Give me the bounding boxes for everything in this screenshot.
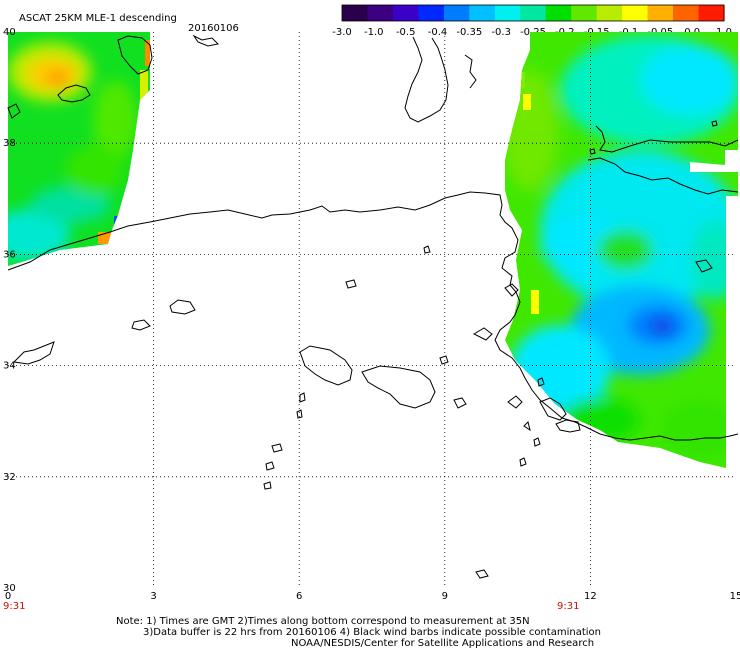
time-label-left: 9:31 xyxy=(3,601,25,612)
lat-lon-grid xyxy=(8,32,736,588)
colorbar-swatch xyxy=(392,5,419,21)
note-line-2: 3)Data buffer is 22 hrs from 20160106 4)… xyxy=(143,627,601,638)
note-line-1: Note: 1) Times are GMT 2)Times along bot… xyxy=(116,616,530,627)
colorbar-swatch xyxy=(647,5,674,21)
longitude-label: 3 xyxy=(150,591,156,602)
colorbar-swatch xyxy=(698,5,725,21)
colorbar-swatch xyxy=(571,5,598,21)
colorbar-swatch xyxy=(342,5,369,21)
colorbar-tick-label: -0.5 xyxy=(396,27,416,38)
product-title: ASCAT 25KM MLE-1 descending xyxy=(19,13,177,24)
longitude-label: 15 xyxy=(730,591,740,602)
colorbar-swatch xyxy=(443,5,470,21)
colorbar-swatch xyxy=(469,5,496,21)
colorbar-tick-label: -3.0 xyxy=(332,27,352,38)
latitude-label: 40 xyxy=(3,27,16,38)
colorbar-tick-label: -1.0 xyxy=(364,27,384,38)
longitude-labels: 0 3 6 9 12 15 xyxy=(5,591,740,602)
time-label-right: 9:31 xyxy=(557,601,579,612)
coastlines xyxy=(7,34,739,579)
colorbar-swatch xyxy=(673,5,700,21)
latitude-label: 38 xyxy=(3,138,16,149)
longitude-label: 12 xyxy=(584,591,597,602)
longitude-label: 6 xyxy=(296,591,302,602)
colorbar-tick-label: -0.35 xyxy=(456,27,482,38)
colorbar-swatch xyxy=(494,5,521,21)
colorbar xyxy=(341,4,725,22)
longitude-label: 0 xyxy=(5,591,11,602)
latitude-label: 30 xyxy=(3,583,16,594)
wind-swath-east xyxy=(505,32,738,468)
colorbar-swatch xyxy=(622,5,649,21)
latitude-label: 32 xyxy=(3,472,16,483)
product-date: 20160106 xyxy=(188,23,239,34)
latitude-label: 36 xyxy=(3,249,16,260)
wind-swath-west xyxy=(8,32,150,266)
colorbar-swatch xyxy=(367,5,394,21)
colorbar-swatch xyxy=(418,5,445,21)
colorbar-swatch xyxy=(596,5,623,21)
colorbar-frame xyxy=(341,4,725,22)
longitude-label: 9 xyxy=(442,591,448,602)
note-line-3: NOAA/NESDIS/Center for Satellite Applica… xyxy=(291,638,595,649)
latitude-label: 34 xyxy=(3,361,16,372)
colorbar-swatch xyxy=(545,5,572,21)
colorbar-swatch xyxy=(520,5,547,21)
colorbar-tick-label: -0.4 xyxy=(428,27,448,38)
colorbar-tick-label: -0.3 xyxy=(491,27,511,38)
latitude-labels: 40 38 36 34 32 30 xyxy=(3,27,16,594)
